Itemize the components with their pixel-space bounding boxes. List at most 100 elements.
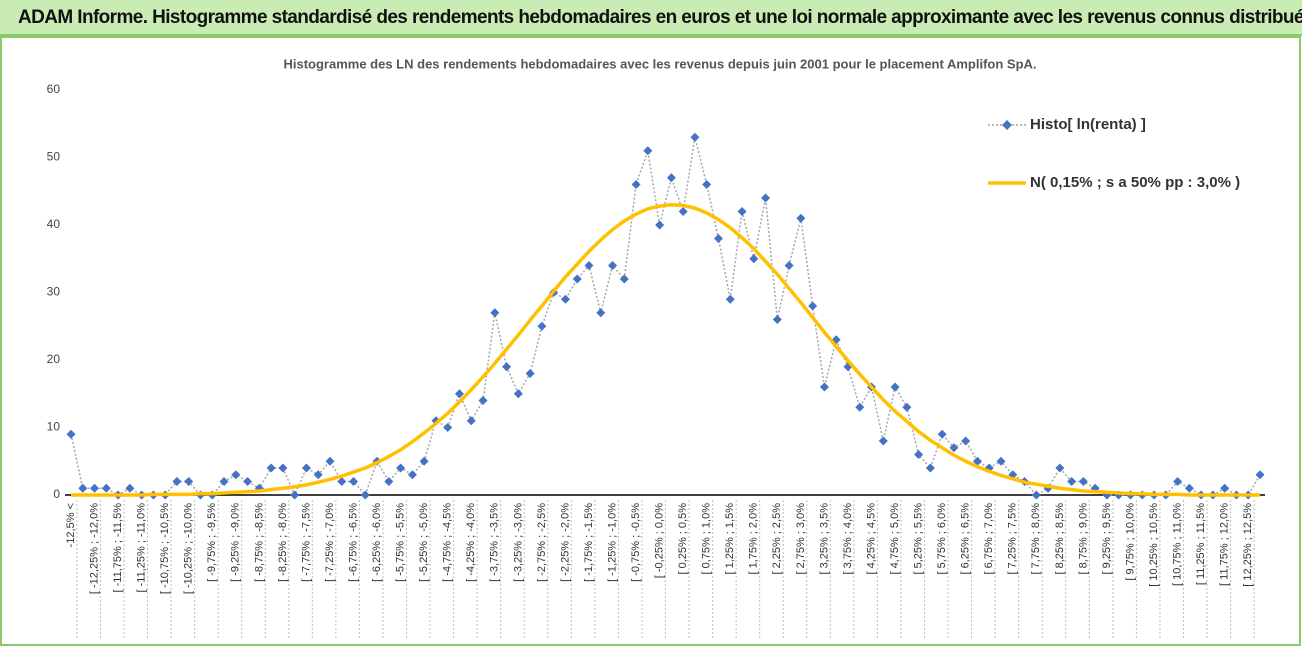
marker (631, 180, 641, 189)
marker (490, 308, 500, 318)
marker (914, 450, 924, 459)
marker (231, 470, 241, 480)
y-tick-label: 50 (47, 150, 61, 164)
marker (396, 463, 406, 473)
marker (737, 207, 747, 216)
marker (1031, 490, 1041, 500)
marker (560, 294, 570, 304)
marker (972, 456, 982, 466)
marker (243, 477, 253, 486)
legend-label: N( 0,15% ; s a 50% pp : 3,0% ) (1030, 174, 1240, 191)
marker (78, 483, 88, 493)
x-tick-label: [ 0,25% ; 0,5% (677, 503, 689, 575)
x-tick-label: [ 7,25% ; 7,5% (1007, 503, 1019, 575)
x-tick-label: [ 8,75% ; 9,0% (1077, 503, 1089, 575)
x-tick-label: [ 5,75% ; 6,0% (936, 503, 948, 575)
marker (749, 254, 759, 264)
marker (713, 234, 723, 243)
y-tick-label: 0 (53, 487, 60, 501)
marker (219, 477, 229, 486)
x-tick-label: [ 4,25% ; 4,5% (865, 503, 877, 575)
y-tick-label: 40 (47, 217, 61, 231)
x-tick-label: [ 6,25% ; 6,5% (960, 503, 972, 575)
marker (337, 477, 347, 486)
header-title: ADAM Informe. Histogramme standardisé de… (18, 7, 1302, 28)
marker (502, 362, 512, 372)
marker (996, 456, 1006, 466)
chart-frame (0, 36, 1301, 646)
marker (608, 261, 618, 270)
marker (666, 173, 676, 183)
x-tick-label: [ 0,75% ; 1,0% (701, 503, 713, 575)
marker (301, 463, 311, 473)
marker (1078, 477, 1088, 486)
marker (678, 207, 688, 216)
marker (808, 301, 818, 311)
x-tick-label: [ 7,75% ; 8,0% (1030, 503, 1042, 575)
x-tick-label: [ 3,75% ; 4,0% (842, 503, 854, 575)
marker (819, 382, 829, 392)
x-tick-label: [ -3,25% ; -3,0% (512, 503, 524, 582)
marker (937, 429, 947, 439)
x-tick-label: [ -8,75% ; -8,5% (253, 503, 265, 582)
marker (360, 490, 370, 500)
marker (690, 132, 700, 142)
marker (878, 436, 888, 446)
marker (1067, 477, 1077, 486)
marker (443, 423, 453, 432)
legend-box (962, 100, 1262, 210)
x-tick-label: [ 10,25% ; 10,5% (1148, 503, 1160, 587)
x-tick-label: [ -1,25% ; -1,0% (606, 503, 618, 582)
marker (796, 213, 806, 223)
marker (1055, 463, 1065, 473)
chart-title: Histogramme des LN des rendements hebdom… (283, 56, 1036, 71)
x-tick-label: [ 1,75% ; 2,0% (748, 503, 760, 575)
x-tick-label: [ -3,75% ; -3,5% (489, 503, 501, 582)
marker (702, 180, 712, 189)
x-tick-label: [ -9,25% ; -9,0% (230, 503, 242, 582)
marker (655, 220, 665, 230)
marker (466, 416, 476, 426)
x-tick-label: [ 10,75% ; 11,0% (1172, 503, 1184, 586)
marker (325, 456, 335, 466)
header-bar: ADAM Informe. Histogramme standardisé de… (0, 0, 1302, 36)
marker (961, 436, 971, 446)
marker (419, 456, 429, 466)
marker (902, 402, 912, 412)
x-tick-label: [ 4,75% ; 5,0% (889, 503, 901, 575)
marker (572, 274, 582, 284)
x-tick-label: [ -10,75% ; -10,5% (159, 503, 171, 594)
marker (384, 477, 394, 486)
x-tick-label: [ 11,75% ; 12,0% (1219, 503, 1231, 586)
x-tick-label: [ 9,75% ; 10,0% (1124, 503, 1136, 581)
marker (1184, 483, 1194, 493)
marker (513, 389, 523, 399)
marker (184, 477, 194, 486)
x-tick-label: -12,5% < (65, 503, 77, 547)
marker (101, 483, 111, 493)
x-tick-label: [ 8,25% ; 8,5% (1054, 503, 1066, 575)
x-tick-label: [ -11,75% ; -11,5% (112, 503, 124, 593)
marker (619, 274, 629, 284)
x-tick-label: [ -0,25% ; 0,0% (654, 503, 666, 578)
x-tick-label: [ -1,75% ; -1,5% (583, 503, 595, 582)
marker (596, 308, 606, 318)
x-tick-label: [ -5,75% ; -5,5% (395, 503, 407, 582)
marker (266, 463, 276, 473)
marker (1173, 477, 1183, 486)
x-tick-label: [ -6,25% ; -6,0% (371, 503, 383, 582)
marker (725, 294, 735, 304)
x-tick-label: [ 3,25% ; 3,5% (818, 503, 830, 575)
marker (537, 321, 547, 331)
x-tick-label: [ 9,25% ; 9,5% (1101, 503, 1113, 575)
marker (772, 315, 782, 324)
x-tick-label: [ -8,25% ; -8,0% (277, 503, 289, 582)
series-line (71, 203, 1260, 497)
marker (949, 443, 959, 453)
marker (66, 429, 76, 439)
marker (890, 382, 900, 392)
x-tick-label: [ -2,25% ; -2,0% (559, 503, 571, 582)
marker (525, 369, 535, 378)
